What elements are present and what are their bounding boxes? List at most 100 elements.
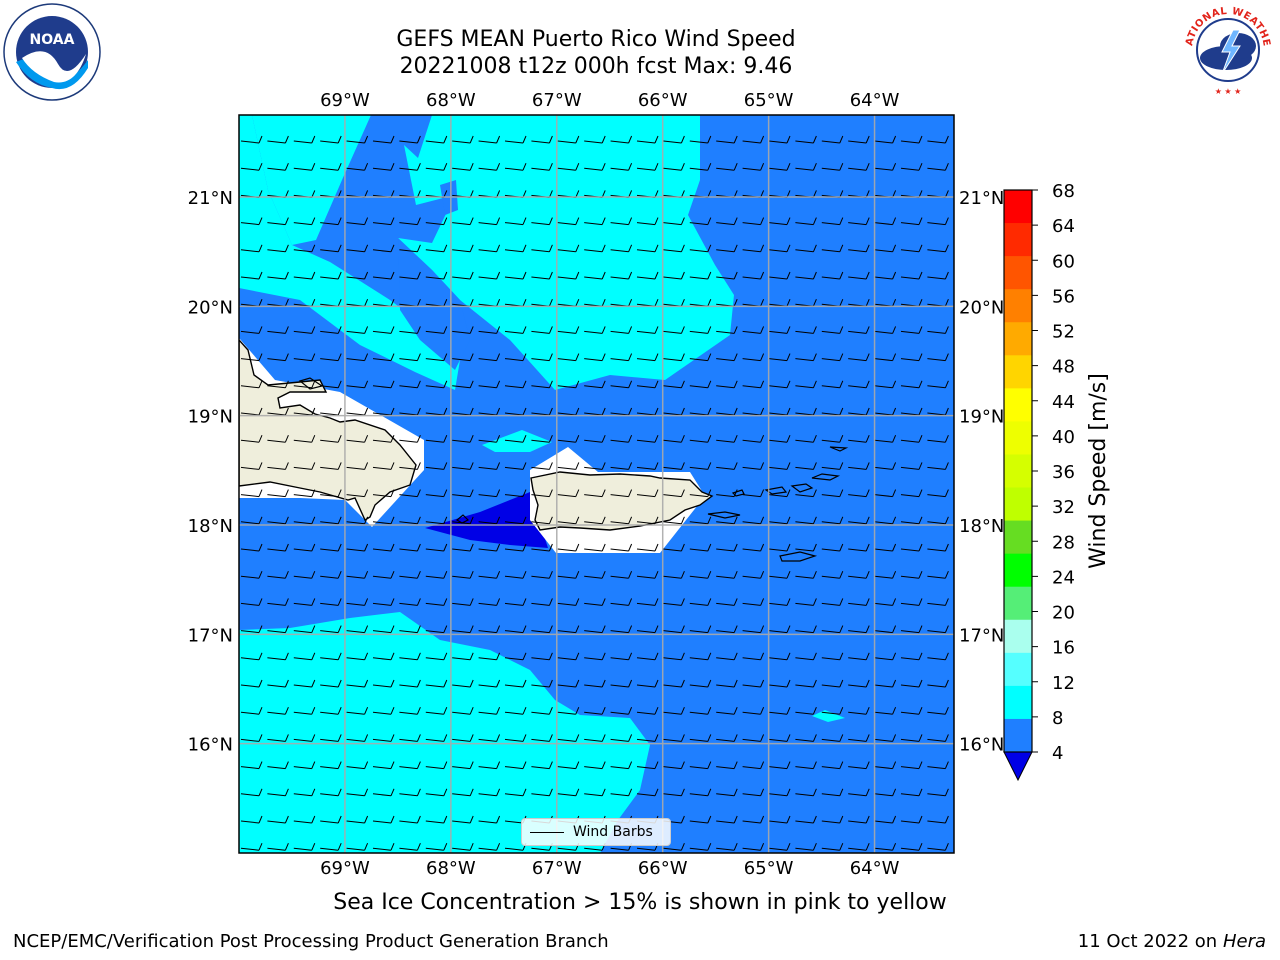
wind-barb [927,707,949,715]
wind-barb [240,707,263,715]
wind-barb [874,788,897,797]
wind-barb [795,843,817,851]
wind-barb [636,734,659,742]
wind-barb [874,625,897,634]
wind-barb [557,353,580,362]
wind-barb [320,761,342,770]
wind-barb [716,462,738,470]
wind-barb [742,462,765,470]
lat-tick-label-right: 18°N [959,516,1004,537]
wind-barb [821,625,844,634]
wind-barb [584,571,606,579]
wind-contour-8to12-west [239,115,460,390]
wind-barb [610,598,633,606]
colorbar-segment [1004,190,1032,224]
wind-barb [927,815,949,824]
wind-barb [716,815,738,824]
wind-barb [240,271,263,280]
wind-barb [663,679,685,688]
wind-barb [874,271,897,280]
wind-barb [346,244,369,253]
lon-tick-label-bottom: 69°W [320,858,370,879]
wind-barb [557,543,580,552]
wind-barb [795,462,817,470]
wind-barb [478,571,501,579]
wind-barb [768,788,791,797]
wind-barb [320,734,342,742]
wind-barb [346,543,369,552]
wind-barb [267,571,289,579]
wind-barb [848,761,870,770]
wind-barb [795,244,817,253]
wind-barb [742,652,765,661]
wind-barb [293,435,316,443]
wind-barb [795,380,817,389]
wind-barb [425,244,448,253]
wind-barb [927,489,949,498]
wind-barb [584,625,606,634]
wind-barb [478,788,501,797]
lat-tick-label-left: 18°N [188,516,233,537]
wind-barb [689,489,712,498]
wind-barb [742,435,765,443]
wind-barb [927,244,949,253]
wind-barb [848,707,870,715]
wind-barb [478,407,501,416]
wind-barb [663,326,685,334]
wind-barb [795,788,817,797]
wind-barb [584,244,606,253]
wind-barb [293,707,316,715]
wind-barb [320,679,342,688]
wind-barb [425,326,448,334]
wind-barb [636,407,659,416]
wind-barb [848,652,870,661]
wind-barb [610,625,633,634]
wind-barb [293,407,316,416]
wind-barb [452,271,474,280]
wind-barb [768,679,791,688]
wind-barb [584,326,606,334]
wind-barb [848,407,870,416]
wind-barb [636,652,659,661]
colorbar-segment [1004,553,1032,588]
lat-tick-label-left: 19°N [188,407,233,428]
wind-barb [425,625,448,634]
wind-barb [557,380,580,389]
footer-credit: NCEP/EMC/Verification Post Processing Pr… [13,931,609,952]
wind-barb [478,217,501,226]
map-frame [238,114,955,854]
wind-barb [768,353,791,362]
wind-barb [478,380,501,389]
wind-barb [689,135,712,144]
colorbar-tick-label: 52 [1052,322,1075,343]
wind-barb [346,598,369,606]
wind-barb [927,571,949,579]
wind-barb [531,326,553,334]
wind-barb [557,734,580,742]
wind-barb [267,163,289,171]
colorbar-tick-label: 60 [1052,251,1075,272]
wind-barb [557,679,580,688]
wind-barb [293,135,316,144]
wind-barb [689,571,712,579]
wind-barb [636,353,659,362]
wind-barb [504,788,527,797]
wind-barb [900,407,923,416]
wind-barb [927,380,949,389]
wind-barb [848,625,870,634]
wind-barb [267,679,289,688]
wind-barb [293,380,316,389]
wind-barb [663,788,685,797]
wind-barb [768,734,791,742]
legend-label: Wind Barbs [573,824,653,840]
wind-barb [584,598,606,606]
wind-barb [240,326,263,334]
wind-barb [927,407,949,416]
wind-barb [267,217,289,226]
wind-barb [584,516,606,525]
wind-barb [478,734,501,742]
wind-barb [742,135,765,144]
wind-barb [452,407,474,416]
wind-barb [399,271,421,280]
